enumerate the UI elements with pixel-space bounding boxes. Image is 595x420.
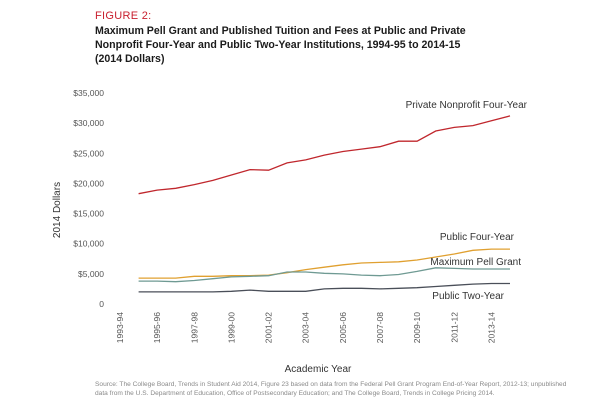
chart-title: Maximum Pell Grant and Published Tuition… xyxy=(95,25,466,65)
x-tick-label: 2011-12 xyxy=(449,312,459,343)
y-axis-title: 2014 Dollars xyxy=(52,182,63,238)
series-label-private-nonprofit-four-year: Private Nonprofit Four-Year xyxy=(406,100,528,111)
series-line-private-nonprofit-four-year xyxy=(138,115,511,195)
y-tick-label: $15,000 xyxy=(73,209,104,219)
x-tick-label: 2005-06 xyxy=(338,312,348,343)
series-lines xyxy=(138,115,511,293)
series-line-public-two-year xyxy=(138,282,510,293)
y-tick-label: $30,000 xyxy=(73,118,104,128)
series-label-public-four-year: Public Four-Year xyxy=(440,232,515,243)
x-tick-label: 2013-14 xyxy=(486,312,496,343)
x-axis: 1993-94 1995-96 1997-98 1999-00 2001-02 2003-… xyxy=(115,312,496,343)
series-label-maximum-pell-grant: Maximum Pell Grant xyxy=(430,257,521,268)
x-tick-label: 2003-04 xyxy=(301,312,311,343)
y-tick-label: $10,000 xyxy=(73,239,104,249)
figure-label: FIGURE 2: xyxy=(95,10,152,22)
y-tick-label: 0 xyxy=(99,299,104,309)
x-tick-label: 2001-02 xyxy=(264,312,274,343)
x-tick-label: 1997-98 xyxy=(189,312,199,343)
series-label-public-two-year: Public Two-Year xyxy=(432,291,504,302)
y-axis: 0 $5,000 $10,000 $15,000 $20,000 $25,000 $30,0… xyxy=(73,88,104,309)
y-tick-label: $35,000 xyxy=(73,88,104,98)
y-tick-label: $25,000 xyxy=(73,148,104,158)
x-tick-label: 1999-00 xyxy=(226,312,236,343)
x-tick-label: 2007-08 xyxy=(375,312,385,343)
series-line-public-four-year xyxy=(138,248,510,279)
series-labels: Private Nonprofit Four-Year Public Four-Y… xyxy=(406,100,528,302)
series-line-maximum-pell-grant xyxy=(138,267,510,283)
x-tick-label: 2009-10 xyxy=(412,312,422,343)
x-axis-title: Academic Year xyxy=(285,364,352,375)
y-tick-label: $20,000 xyxy=(73,178,104,188)
x-tick-label: 1993-94 xyxy=(115,312,125,343)
source-note: Source: The College Board, Trends in Stu… xyxy=(95,381,567,397)
x-tick-label: 1995-96 xyxy=(152,312,162,343)
y-tick-label: $5,000 xyxy=(78,269,104,279)
